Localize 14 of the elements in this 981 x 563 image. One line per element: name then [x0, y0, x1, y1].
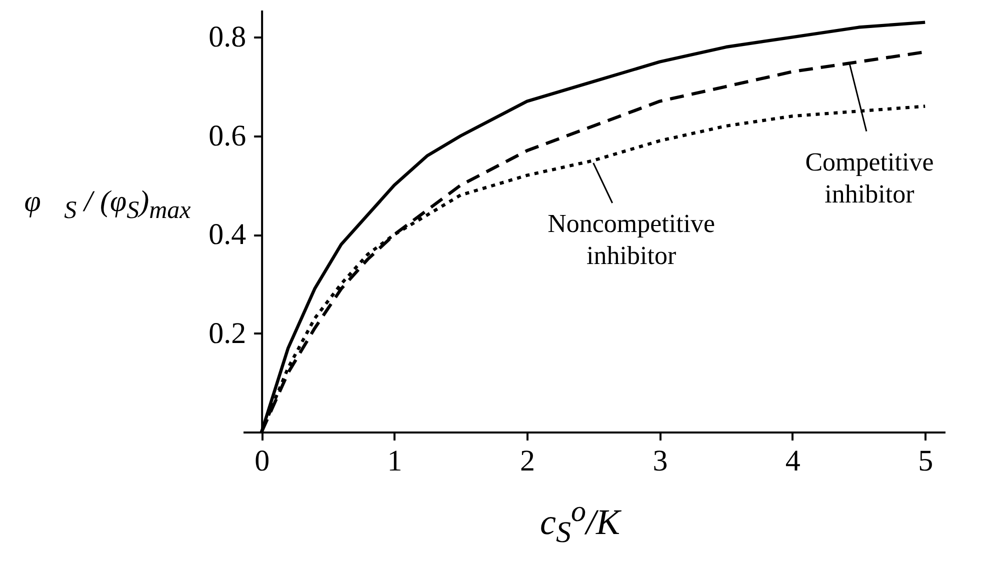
x-tick-label: 5	[918, 444, 934, 478]
y-tick-label: 0.4	[208, 218, 246, 252]
y-tick-label: 0.6	[208, 119, 246, 152]
x-tick-label: 0	[254, 444, 270, 478]
y-tick-label: 0.8	[208, 20, 246, 54]
annotation: Noncompetitive inhibitor	[548, 209, 716, 270]
x-tick-label: 3	[652, 444, 668, 478]
x-tick-label: 2	[520, 444, 535, 478]
annotation: Competitive inhibitor	[805, 147, 934, 208]
x-axis-title: c$_{S}$$^{o}$/K	[539, 495, 622, 550]
x-tick-label: 1	[387, 444, 402, 478]
y-axis-title: φ⃖$_{S}$ / (φ$_{S}$)$_{max}$	[24, 185, 191, 224]
y-tick-label: 0.2	[208, 316, 246, 350]
x-tick-label: 4	[785, 444, 800, 478]
